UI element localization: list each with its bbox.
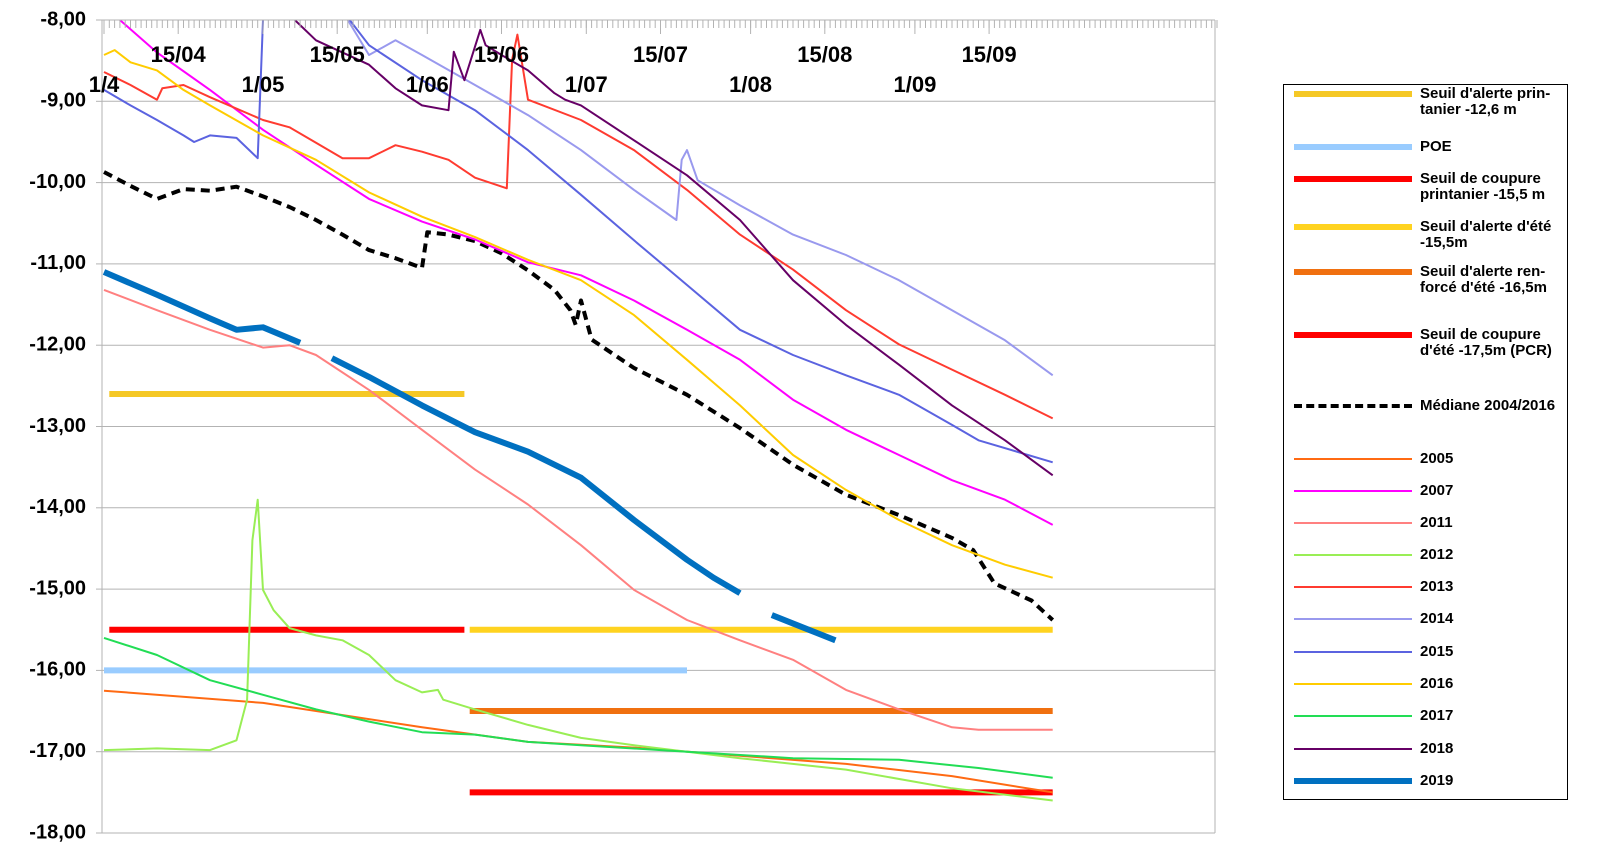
legend-label: POE xyxy=(1420,138,1452,155)
legend: Seuil d'alerte prin-tanier -12,6 m POE Seu… xyxy=(1283,84,1568,800)
x-tick-label: 15/07 xyxy=(633,42,688,67)
y-tick-label: -15,00 xyxy=(29,577,86,599)
plot-area xyxy=(102,20,1055,802)
legend-label: 2012 xyxy=(1420,546,1454,563)
y-tick-label: -16,00 xyxy=(29,659,86,681)
legend-label: 2018 xyxy=(1420,740,1454,757)
x-tick-label: 15/05 xyxy=(310,42,365,67)
legend-swatch xyxy=(1294,144,1412,150)
y-tick-label: -14,00 xyxy=(29,496,86,518)
legend-label: 2007 xyxy=(1420,482,1454,499)
axes: -8,00 -9,00 -10,00 -11,00 -12,00 -13,00 -14,00… xyxy=(29,8,1218,843)
legend-swatch xyxy=(1294,715,1412,717)
legend-swatch xyxy=(1294,91,1412,97)
y-tick-label: -9,00 xyxy=(40,90,86,112)
legend-label: Seuil d'alerte prin-tanier -12,6 m xyxy=(1420,85,1551,118)
legend-label: Seuil d'alerte ren-forcé d'été -16,5m xyxy=(1420,263,1547,296)
x-tick-label: 15/06 xyxy=(474,42,529,67)
y-tick-label: -12,00 xyxy=(29,333,86,355)
legend-swatch xyxy=(1294,651,1412,653)
x-tick-label: 1/4 xyxy=(89,72,120,97)
legend-swatch xyxy=(1294,618,1412,620)
x-tick-label: 15/09 xyxy=(962,42,1017,67)
legend-swatch xyxy=(1294,490,1412,492)
x-tick-label: 15/04 xyxy=(151,42,207,67)
legend-label: 2019 xyxy=(1420,772,1454,789)
x-tick-label: 1/05 xyxy=(242,72,285,97)
series-line xyxy=(103,288,1053,731)
x-tick-label: 15/08 xyxy=(797,42,852,67)
series-line xyxy=(103,170,1055,622)
legend-swatch xyxy=(1294,224,1412,230)
legend-swatch xyxy=(1294,554,1412,556)
series-line xyxy=(102,269,837,644)
legend-swatch xyxy=(1294,269,1412,275)
y-tick-label: -18,00 xyxy=(29,821,86,843)
y-tick-label: -13,00 xyxy=(29,415,86,437)
x-tick-label: 1/08 xyxy=(729,72,772,97)
legend-swatch xyxy=(1294,332,1412,338)
x-tick-label: 1/09 xyxy=(893,72,936,97)
series-line xyxy=(103,33,1054,420)
series-line xyxy=(294,20,1054,477)
legend-swatch xyxy=(1294,522,1412,524)
series-line xyxy=(103,49,1053,579)
legend-label: 2011 xyxy=(1420,514,1453,531)
y-tick-label: -17,00 xyxy=(29,740,86,762)
x-tick-label: 1/07 xyxy=(565,72,608,97)
y-tick-label: -11,00 xyxy=(30,252,86,274)
y-tick-label: -10,00 xyxy=(29,171,86,193)
legend-label: Seuil de coupure d'été -17,5m (PCR) xyxy=(1420,326,1552,359)
legend-label: 2005 xyxy=(1420,450,1454,467)
legend-label: Seuil d'alerte d'été -15,5m xyxy=(1420,218,1552,251)
legend-label: 2016 xyxy=(1420,675,1454,692)
x-tick-label: 1/06 xyxy=(406,72,449,97)
legend-swatch xyxy=(1294,458,1412,460)
legend-swatch xyxy=(1294,586,1412,588)
series-line xyxy=(103,498,1053,802)
legend-label: 2017 xyxy=(1420,707,1454,724)
legend-swatch xyxy=(1294,683,1412,685)
legend-label: Médiane 2004/2016 xyxy=(1420,397,1556,414)
y-tick-label: -8,00 xyxy=(40,8,86,30)
series-line xyxy=(103,20,1053,464)
legend-swatch xyxy=(1294,404,1412,408)
legend-label: 2013 xyxy=(1420,578,1454,595)
legend-label: Seuil de coupure printanier -15,5 m xyxy=(1420,170,1546,203)
series-line xyxy=(119,20,1054,526)
series-line xyxy=(103,636,1053,779)
legend-swatch xyxy=(1294,176,1412,182)
legend-swatch xyxy=(1294,748,1412,750)
legend-label: 2015 xyxy=(1420,643,1454,660)
series-line xyxy=(346,20,1054,377)
legend-swatch xyxy=(1294,778,1412,784)
legend-label: 2014 xyxy=(1420,610,1454,627)
